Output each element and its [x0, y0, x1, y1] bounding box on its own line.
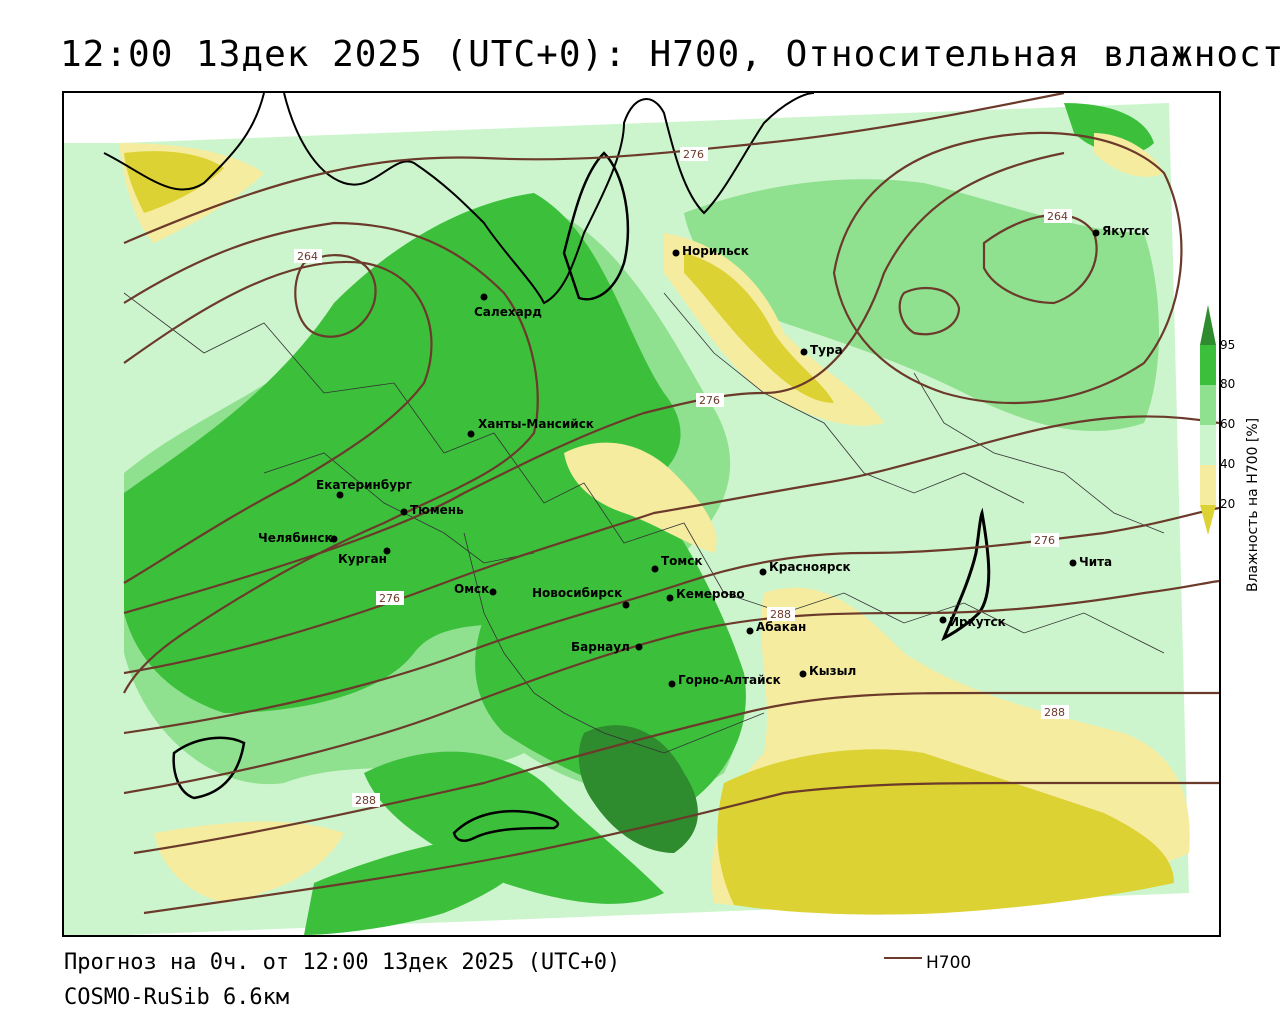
city-dot — [746, 627, 754, 635]
colorbar-tick: 60 — [1220, 417, 1236, 431]
humidity-zone-60 — [684, 179, 1159, 432]
city-label: Екатеринбург — [316, 478, 412, 492]
humidity-colorbar — [1200, 305, 1216, 535]
city-dot — [759, 568, 767, 576]
map-area[interactable]: 276 264 264 276 276 276 288 288 288 Нори… — [62, 91, 1221, 937]
humidity-map: 276 264 264 276 276 276 288 288 288 Нори… — [64, 93, 1219, 935]
isohypse-label: 264 — [297, 250, 318, 263]
city-label: Тура — [810, 343, 843, 357]
city-label: Курган — [338, 552, 387, 566]
coastline — [562, 151, 630, 301]
h700-legend-line — [884, 957, 922, 959]
city-dot — [1069, 559, 1077, 567]
colorbar-40 — [1200, 425, 1216, 465]
isohypse-label: 276 — [1034, 534, 1055, 547]
city-label: Якутск — [1102, 224, 1149, 238]
isohypse-label: 264 — [1047, 210, 1068, 223]
dry-zone-40 — [564, 442, 717, 553]
h700-legend-label: H700 — [926, 953, 972, 973]
forecast-info: Прогноз на 0ч. от 12:00 13дек 2025 (UTC+… — [64, 950, 621, 975]
city-label: Салехард — [474, 305, 542, 319]
colorbar-tick: 80 — [1220, 377, 1236, 391]
colorbar-dry — [1200, 505, 1216, 535]
city-dot — [800, 348, 808, 356]
colorbar-tick: 95 — [1220, 338, 1236, 352]
city-dot — [480, 293, 488, 301]
humidity-zone-80 — [304, 833, 536, 935]
city-label: Новосибирск — [532, 586, 622, 600]
colorbar-95 — [1200, 305, 1216, 345]
city-label: Иркутск — [949, 615, 1006, 629]
city-label: Барнаул — [571, 640, 630, 654]
city-dot — [666, 594, 674, 602]
isohypse-label: 276 — [683, 148, 704, 161]
dry-zone-20 — [684, 253, 834, 403]
isohypses — [123, 93, 1219, 915]
coastline — [103, 93, 815, 305]
humidity-zone-80 — [1064, 103, 1154, 154]
isohypse-label: 288 — [355, 794, 376, 807]
city-dot — [400, 508, 408, 516]
city-label: Абакан — [756, 620, 806, 634]
lake-balkhash — [452, 809, 560, 842]
city-dot — [489, 588, 497, 596]
city-dot — [383, 547, 391, 555]
city-dot — [330, 535, 338, 543]
city-label: Горно-Алтайск — [678, 673, 781, 687]
city-dot — [467, 430, 475, 438]
city-label: Челябинск — [258, 531, 333, 545]
dry-zone-20 — [124, 151, 224, 213]
colorbar-tick: 40 — [1220, 457, 1236, 471]
isohypse-label: 288 — [1044, 706, 1065, 719]
city-label: Красноярск — [769, 560, 851, 574]
city-label: Тюмень — [410, 503, 464, 517]
city-dot — [651, 565, 659, 573]
city-label: Кызыл — [809, 664, 856, 678]
city-label: Томск — [661, 554, 703, 568]
city-dot — [672, 249, 680, 257]
city-label: Норильск — [682, 244, 749, 258]
city-label: Ханты-Мансийск — [478, 417, 594, 431]
page-title: 12:00 13дек 2025 (UTC+0): H700, Относите… — [60, 34, 1280, 75]
city-dot — [939, 616, 947, 624]
colorbar-title: Влажность на H700 [%] — [1245, 417, 1261, 592]
model-info: COSMO-RuSib 6.6км — [64, 985, 290, 1010]
humidity-zone-80 — [475, 501, 746, 813]
colorbar-80 — [1200, 345, 1216, 385]
isohypse-label: 276 — [699, 394, 720, 407]
dry-zone-40 — [1094, 133, 1164, 177]
city-label: Кемерово — [676, 587, 745, 601]
colorbar-60 — [1200, 385, 1216, 425]
city-dot — [668, 680, 676, 688]
isohypse-label: 276 — [379, 592, 400, 605]
colorbar-20 — [1200, 465, 1216, 505]
lake-baikal — [941, 507, 991, 642]
city-dot — [622, 601, 630, 609]
city-markers: Норильск Якутск Салехард Тура Ханты-Манс… — [258, 224, 1149, 688]
city-dot — [799, 670, 807, 678]
isohypse-label: 288 — [770, 608, 791, 621]
city-dot — [635, 643, 643, 651]
city-label: Чита — [1079, 555, 1112, 569]
city-label: Омск — [454, 582, 489, 596]
colorbar-tick: 20 — [1220, 497, 1236, 511]
dry-zone-20 — [717, 749, 1174, 915]
city-dot — [336, 491, 344, 499]
isohypse-label-group: 276 264 264 276 276 276 288 288 288 — [294, 147, 1072, 807]
city-dot — [1092, 229, 1100, 237]
